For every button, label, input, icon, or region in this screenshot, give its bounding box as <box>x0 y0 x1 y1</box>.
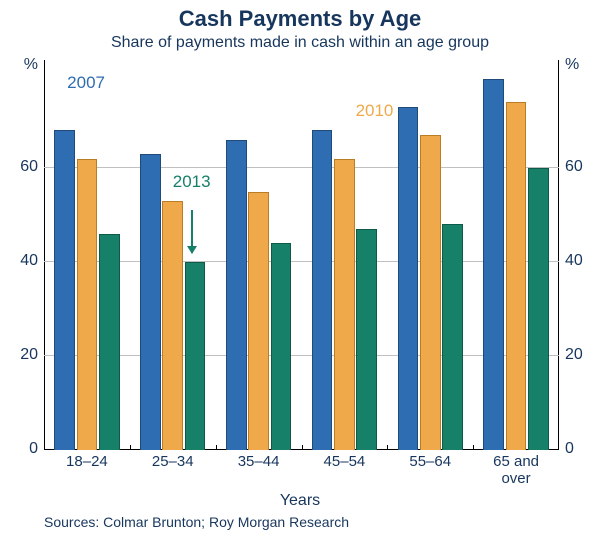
series-label-2010: 2010 <box>356 101 394 121</box>
category-label: 65 and over <box>473 454 559 487</box>
x-tick <box>130 445 131 450</box>
chart-subtitle: Share of payments made in cash within an… <box>0 34 600 52</box>
bar-2007 <box>54 130 75 450</box>
y-tick-label: 0 <box>565 440 574 458</box>
y-unit-left: % <box>0 56 38 74</box>
bar-2013 <box>99 234 120 450</box>
bar-2007 <box>398 107 419 450</box>
bar-2010 <box>162 201 183 450</box>
bar-2010 <box>77 159 98 450</box>
axis-right <box>558 60 559 450</box>
category-label: 55–64 <box>387 454 473 471</box>
series-label-2013: 2013 <box>173 172 211 192</box>
cash-payments-chart: Cash Payments by Age Share of payments m… <box>0 0 600 535</box>
bar-2007 <box>226 140 247 450</box>
sources-text: Sources: Colmar Brunton; Roy Morgan Rese… <box>44 514 349 530</box>
x-tick <box>216 445 217 450</box>
gridline <box>44 355 559 356</box>
y-tick-label: 20 <box>565 346 583 364</box>
category-label: 35–44 <box>216 454 302 471</box>
y-tick-label: 0 <box>0 440 38 458</box>
y-tick-label: 60 <box>565 158 583 176</box>
bar-2013 <box>442 224 463 450</box>
bar-2007 <box>312 130 333 450</box>
gridline <box>44 167 559 168</box>
chart-title: Cash Payments by Age <box>0 6 600 32</box>
bar-2010 <box>334 159 355 450</box>
bar-2013 <box>185 262 206 450</box>
series-label-2007: 2007 <box>67 73 105 93</box>
bar-2010 <box>506 102 527 450</box>
category-label: 25–34 <box>130 454 216 471</box>
axis-left <box>44 60 45 450</box>
bar-2007 <box>483 79 504 450</box>
x-tick <box>473 445 474 450</box>
y-tick-label: 20 <box>0 346 38 364</box>
x-tick <box>387 445 388 450</box>
arrow-2013 <box>191 210 193 252</box>
gridline <box>44 261 559 262</box>
bar-2010 <box>420 135 441 450</box>
x-axis-title: Years <box>0 492 600 510</box>
x-tick <box>302 445 303 450</box>
category-label: 45–54 <box>302 454 388 471</box>
y-tick-label: 40 <box>565 252 583 270</box>
y-unit-right: % <box>565 56 579 74</box>
category-label: 18–24 <box>44 454 130 471</box>
y-tick-label: 60 <box>0 158 38 176</box>
bar-2013 <box>528 168 549 450</box>
bar-2013 <box>356 229 377 450</box>
bar-2007 <box>140 154 161 450</box>
y-tick-label: 40 <box>0 252 38 270</box>
bar-2010 <box>248 192 269 450</box>
plot-area: 2007 2010 2013 <box>44 60 559 450</box>
bar-2013 <box>271 243 292 450</box>
